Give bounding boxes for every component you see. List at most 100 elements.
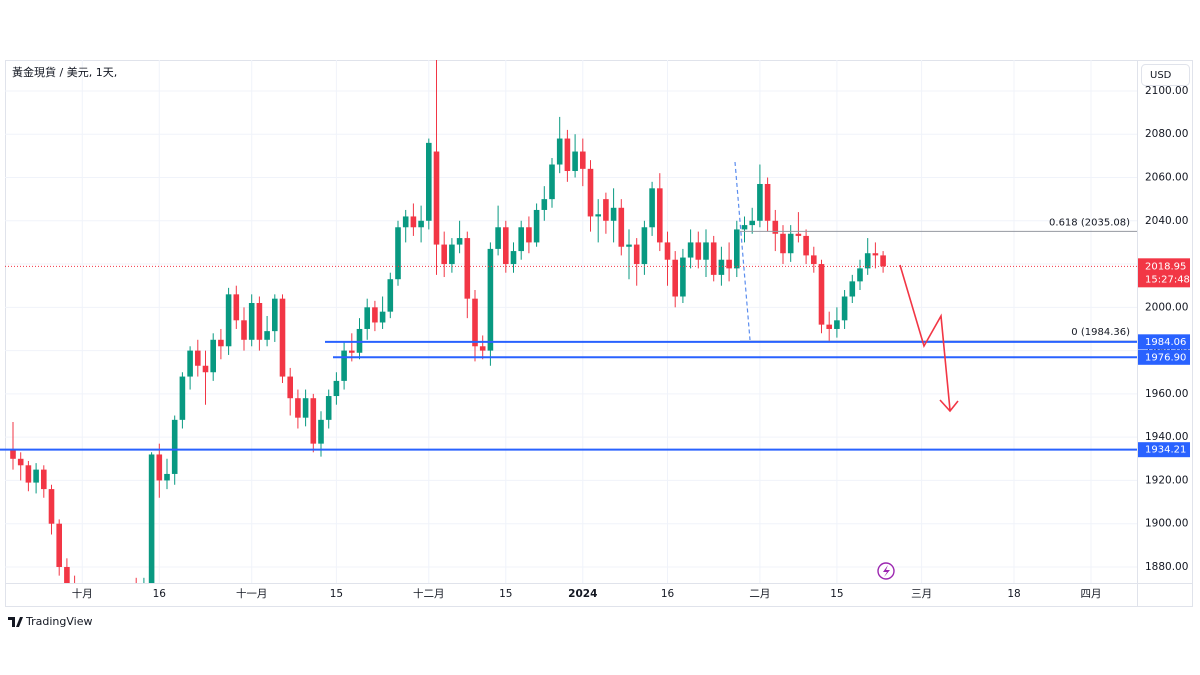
candle-body [757,183,763,221]
candle-body [156,454,163,481]
x-tick-label: 十二月 [413,587,445,600]
candle-body [680,257,686,297]
candle-body [25,465,32,483]
candle-body [187,350,193,377]
brand-logo: TradingView [8,615,92,628]
candle-body [379,311,386,323]
candle-body [657,188,663,243]
candle-body [880,255,886,267]
candle-body [64,566,70,583]
candle-body [410,216,417,228]
candle-body [580,151,586,169]
candle-body [372,307,378,323]
y-tick-label: 1940.00 [1145,431,1188,443]
candle-body [418,220,424,228]
lightning-icon[interactable] [877,562,895,580]
candle-body [849,281,856,297]
candle-body [441,244,447,265]
candle-body [641,227,648,265]
currency-button[interactable] [1141,64,1190,86]
candle-body [233,294,240,321]
candle-body [803,235,809,256]
candle-body [279,298,286,377]
candle-body [857,268,863,282]
candle-body [595,214,601,217]
candle-body [349,350,355,353]
candle-body [764,183,771,221]
candle-body [572,151,578,172]
candle-body [841,296,848,321]
candle-body [318,419,324,444]
brand-name: TradingView [25,615,92,628]
x-tick-label: 15 [499,588,512,600]
x-tick-label: 十月 [72,587,93,600]
candle-body [741,225,748,230]
candle-body [48,489,55,524]
candle-body [325,396,332,420]
candle-body [333,380,340,397]
candle-body [541,199,548,210]
candle-body [310,398,317,444]
level-tag [1138,442,1190,458]
candle-body [710,242,717,275]
candle-body [734,229,740,269]
candle-body [495,227,501,249]
countdown-label: 15:27:48 [1145,274,1190,285]
candle-body [726,259,732,269]
candle-body [402,216,409,228]
candle-body [456,238,463,245]
candle-body [387,279,394,312]
candle-body [195,350,201,366]
candle-body [649,188,655,228]
candle-body [695,242,702,260]
candle-body [148,454,155,583]
x-tick-label: 十一月 [236,587,268,600]
chart-title: 黃金現貨 / 美元, 1天, [12,65,117,79]
candles [10,60,886,583]
candle-body [341,350,347,381]
candle-body [472,298,478,347]
level-tag-label: 1976.90 [1145,352,1186,363]
candle-body [672,259,678,297]
candle-body [556,138,563,165]
candle-body [826,324,832,329]
candle-body [218,339,224,347]
candle-body [811,255,817,265]
frame [5,60,1193,607]
candle-body [225,294,232,347]
candle-body [164,473,170,481]
candle-body [433,151,440,245]
level-tag [1138,334,1190,350]
candle-body [610,207,617,221]
candle-body [449,244,455,265]
x-tick-label: 三月 [911,588,932,600]
x-tick-label: 二月 [749,588,770,600]
candle-body [295,398,301,418]
candle-body [364,307,370,329]
currency-label: USD [1150,70,1172,81]
candle-body [687,242,694,258]
candle-body [633,244,640,265]
x-tick-label: 16 [153,588,167,600]
forecast-arrow [899,264,951,411]
level-tag [1138,349,1190,365]
candle-body [287,376,293,399]
x-tick-label: 四月 [1081,588,1102,600]
grid [5,60,1137,583]
candle-body [264,331,270,340]
candle-body [772,220,779,234]
candle-body [33,469,39,483]
candle-body [171,419,178,474]
candle-body [795,233,802,236]
candle-body [487,248,494,351]
candle-body [179,376,186,420]
y-tick-label: 1920.00 [1145,474,1188,486]
y-tick-label: 2040.00 [1145,215,1188,227]
icon-bolt [883,565,890,577]
candle-body [479,346,486,351]
candle-body [703,242,709,260]
y-tick-label: 2080.00 [1145,128,1188,140]
candle-body [618,207,625,247]
